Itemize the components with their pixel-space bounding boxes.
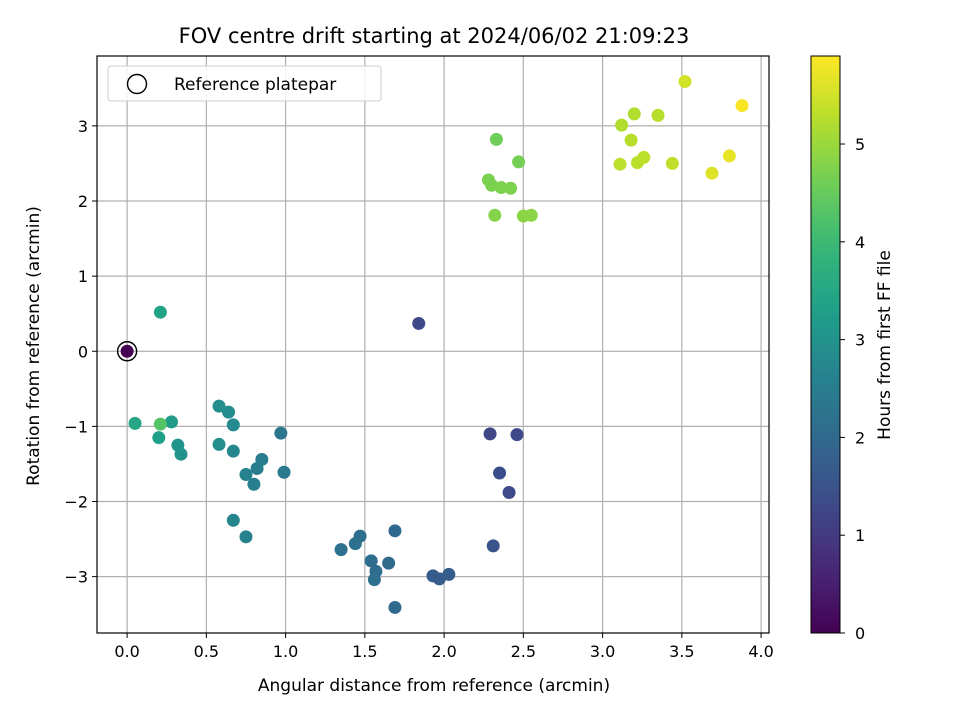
x-tick-label: 1.5 [352,642,377,661]
data-point [624,133,638,147]
data-point [388,600,402,614]
data-point [627,107,641,121]
data-point [128,416,142,430]
data-point [483,427,497,441]
data-point [153,305,167,319]
data-point [239,467,253,481]
data-point [153,417,167,431]
data-point [388,524,402,538]
data-point [494,180,508,194]
data-point [512,155,526,169]
x-tick-label: 2.0 [431,642,456,661]
x-tick-label: 3.5 [669,642,694,661]
data-points [116,75,749,614]
y-tick-label: 3 [78,117,88,136]
colorbar-label: Hours from first FF file [875,250,895,440]
data-point [250,461,264,475]
data-point [274,426,288,440]
colorbar-tick-label: 0 [855,624,865,643]
data-point [348,537,362,551]
data-point [164,415,178,429]
colorbar-tick-label: 5 [855,135,865,154]
data-point [367,573,381,587]
data-point [277,465,291,479]
data-point [364,554,378,568]
data-point [226,418,240,432]
x-tick-label: 2.5 [511,642,536,661]
reference-platepar-marker [116,341,138,362]
data-point [665,156,679,170]
data-point [488,208,502,222]
data-point [504,181,518,195]
data-point [615,118,629,132]
x-tick-label: 0.5 [194,642,219,661]
legend-box [107,65,382,102]
data-point [486,539,500,553]
data-point [152,431,166,445]
data-point [382,556,396,570]
data-point [524,208,538,222]
data-point [247,477,261,491]
y-tick-label: −3 [64,568,88,587]
data-point [722,149,736,163]
y-axis-label: Rotation from reference (arcmin) [24,206,44,486]
data-point [334,543,348,557]
colorbar: 0 1 2 3 4 5 [810,55,865,643]
y-tick-label: 2 [78,192,88,211]
data-point [678,75,692,89]
legend: Reference platepar [107,65,382,102]
x-tick-label: 4.0 [748,642,773,661]
data-point [735,99,749,113]
colorbar-tick-label: 1 [855,526,865,545]
data-point [212,399,226,413]
data-point [637,150,651,164]
x-tick-label: 0.0 [114,642,139,661]
x-tick-label: 1.0 [273,642,298,661]
legend-label: Reference platepar [174,75,336,95]
data-point [489,132,503,146]
data-point [442,567,456,581]
data-point [239,530,253,544]
data-point [120,344,134,358]
plot-area: 0.0 0.5 1.0 1.5 2.0 2.5 3.0 3.5 4.0 −3 −2 −1 0 1 2 3 [64,55,774,661]
x-tick-label: 3.0 [590,642,615,661]
colorbar-tick-label: 2 [855,428,865,447]
data-point [412,316,426,330]
data-point [212,437,226,451]
data-point [222,405,236,419]
data-point [171,438,185,452]
colorbar-tick-label: 3 [855,331,865,350]
chart-title: FOV centre drift starting at 2024/06/02 … [179,24,690,48]
data-point [651,108,665,122]
data-point [705,166,719,180]
data-point [226,444,240,458]
y-tick-label: 0 [78,342,88,361]
y-tick-label: −1 [64,417,88,436]
legend-marker [126,73,148,95]
data-point [502,486,516,500]
data-point [510,428,524,442]
colorbar-gradient [810,55,841,634]
data-point [613,157,627,171]
data-point [226,513,240,527]
y-tick-label: −2 [64,493,88,512]
colorbar-tick-label: 4 [855,233,865,252]
x-axis-label: Angular distance from reference (arcmin) [258,676,610,696]
y-tick-label: 1 [78,267,88,286]
data-point [493,466,507,480]
plot-frame [96,55,770,634]
